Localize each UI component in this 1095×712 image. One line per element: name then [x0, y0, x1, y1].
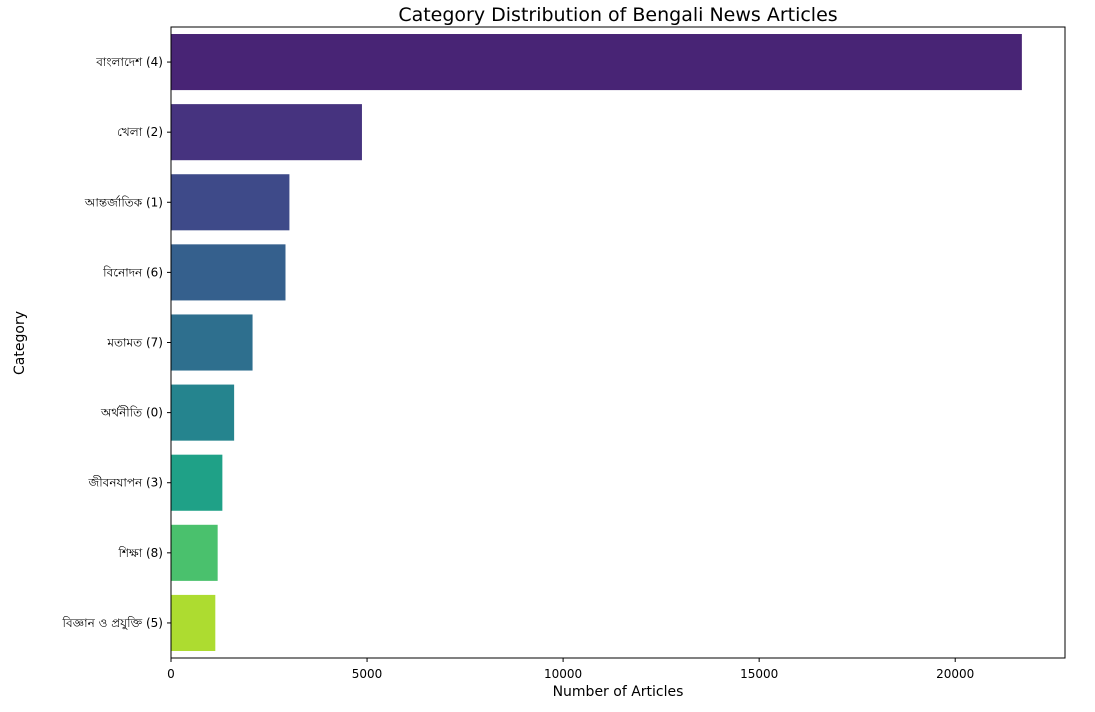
- y-tick-label: অর্থনীতি (0): [100, 406, 163, 420]
- chart-title: Category Distribution of Bengali News Ar…: [398, 4, 837, 26]
- x-tick-label: 5000: [352, 667, 383, 681]
- bar: [171, 524, 218, 581]
- y-tick-label: বিনোদন (6): [102, 265, 163, 279]
- y-axis-label: Category: [12, 311, 28, 375]
- x-tick-label: 0: [167, 667, 175, 681]
- y-axis-ticks: বাংলাদেশ (4) খেলা (2) আন্তর্জাতিক (1) বিনোদ…: [62, 55, 171, 630]
- bar: [171, 104, 362, 161]
- x-axis-ticks: 0 5000 10000 15000 20000: [167, 658, 974, 681]
- bar: [171, 454, 223, 511]
- x-axis-label: Number of Articles: [553, 684, 684, 700]
- plot-frame: [170, 26, 1066, 659]
- bar: [171, 244, 286, 301]
- y-tick-label: জীবনযাপন (3): [87, 476, 163, 490]
- bars-group: [171, 34, 1022, 651]
- x-tick-label: 20000: [936, 667, 974, 681]
- bar: [171, 34, 1022, 91]
- bar: [171, 314, 253, 371]
- y-tick-label: বিজ্ঞান ও প্রযুক্তি (5): [62, 616, 163, 631]
- y-tick-label: আন্তর্জাতিক (1): [84, 195, 163, 209]
- bar: [171, 594, 216, 651]
- x-tick-label: 15000: [740, 667, 778, 681]
- y-tick-label: খেলা (2): [117, 125, 163, 139]
- y-tick-label: শিক্ষা (8): [117, 546, 163, 560]
- y-tick-label: বাংলাদেশ (4): [95, 55, 163, 69]
- bar: [171, 174, 290, 231]
- x-tick-label: 10000: [544, 667, 582, 681]
- bar: [171, 384, 235, 441]
- y-tick-label: মতামত (7): [106, 336, 163, 350]
